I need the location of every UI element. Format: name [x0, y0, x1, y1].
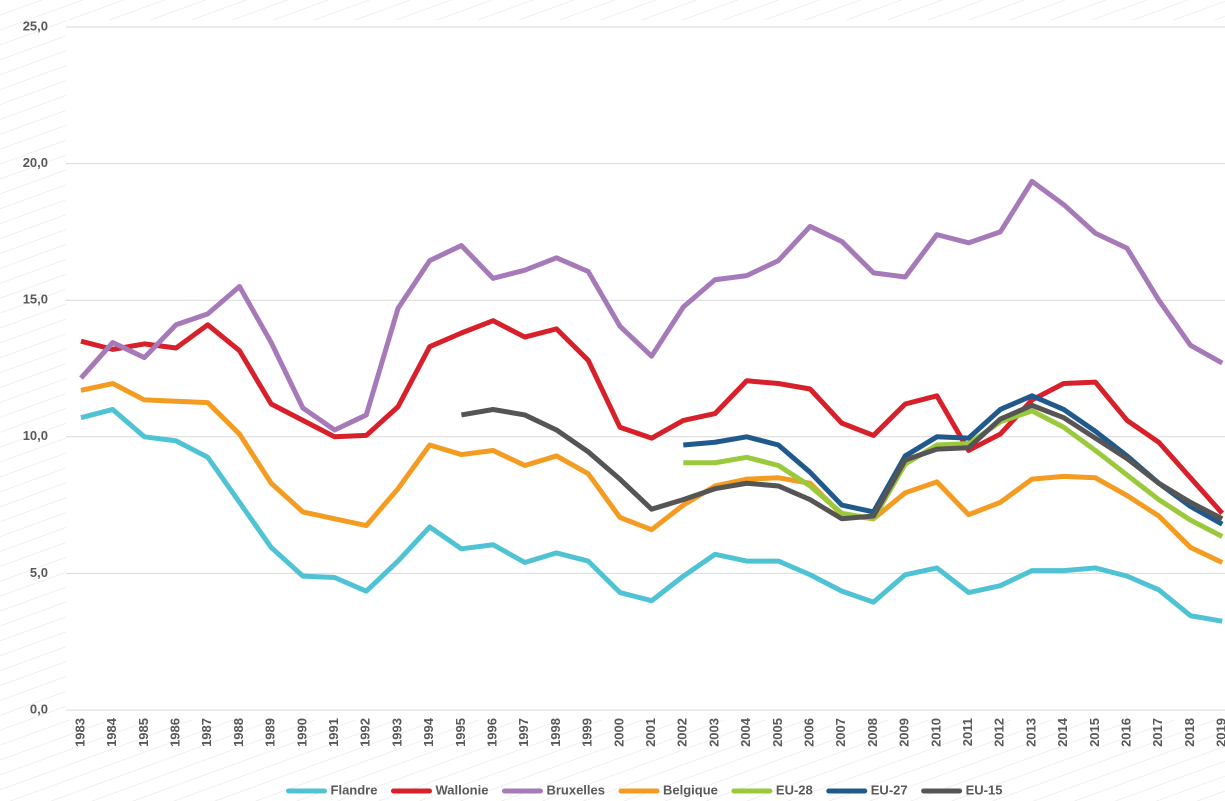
x-tick-label: 1993	[389, 718, 404, 747]
x-tick-label: 2011	[960, 718, 975, 746]
x-tick-label: 2013	[1023, 718, 1038, 747]
x-tick-label: 2005	[770, 718, 785, 747]
x-tick-label: 2008	[865, 718, 880, 747]
x-tick-label: 1987	[199, 718, 214, 747]
plot-area	[66, 20, 1225, 720]
x-tick-label: 1990	[294, 718, 309, 747]
x-tick-label: 2006	[802, 718, 817, 747]
line-series	[80, 318, 1225, 515]
x-tick-label: 2017	[1150, 718, 1165, 747]
legend-label: EU-27	[871, 782, 908, 797]
x-tick-label: 2000	[611, 718, 626, 747]
x-tick-label: 2001	[643, 718, 658, 747]
x-tick-label: 2012	[992, 718, 1007, 747]
x-tick-label: 2014	[1055, 717, 1070, 747]
y-tick-label: 25,0	[23, 18, 48, 33]
x-tick-label: 2009	[897, 718, 912, 747]
x-tick-label: 1983	[72, 718, 87, 747]
legend-label: Belgique	[663, 782, 718, 797]
line-series	[80, 406, 1223, 624]
x-tick-label: 2010	[928, 718, 943, 747]
x-tick-label: 2016	[1119, 718, 1134, 747]
legend-label: EU-28	[776, 782, 813, 797]
x-tick-label: 2015	[1087, 718, 1102, 747]
line-series	[79, 178, 1224, 433]
line-series	[683, 408, 1224, 539]
x-tick-label: 1985	[136, 718, 151, 747]
x-tick-label: 1997	[516, 718, 531, 747]
x-tick-label: 1992	[358, 718, 373, 747]
x-tick-label: 2002	[675, 718, 690, 747]
x-tick-label: 2007	[833, 718, 848, 747]
x-tick-label: 2018	[1182, 718, 1197, 747]
x-tick-label: 2019	[1214, 718, 1225, 747]
x-tick-label: 1991	[326, 718, 341, 747]
legend-label: Bruxelles	[546, 782, 605, 797]
legend-label: Flandre	[331, 782, 378, 797]
y-tick-label: 10,0	[23, 428, 48, 443]
x-tick-label: 1984	[104, 717, 119, 747]
x-tick-label: 1989	[263, 718, 278, 747]
x-tick-label: 1994	[421, 717, 436, 747]
y-tick-label: 15,0	[23, 292, 48, 307]
x-tick-label: 1988	[231, 718, 246, 747]
x-tick-label: 2003	[706, 718, 721, 747]
x-tick-label: 1999	[580, 718, 595, 747]
x-tick-label: 1995	[453, 718, 468, 747]
line-series	[80, 381, 1224, 565]
legend: Flandre Wallonie Bruxelles Belgique EU-28 EU-…	[286, 782, 1003, 797]
x-tick-label: 1998	[548, 718, 563, 747]
y-tick-label: 20,0	[23, 155, 48, 170]
x-tick-label: 2004	[738, 717, 753, 747]
x-tick-label: 1996	[485, 718, 500, 747]
y-tick-label: 0,0	[30, 701, 48, 716]
line-series	[460, 402, 1224, 522]
legend-label: EU-15	[966, 782, 1003, 797]
y-tick-label: 5,0	[30, 565, 48, 580]
x-tick-label: 1986	[168, 718, 183, 747]
legend-label: Wallonie	[435, 782, 488, 797]
